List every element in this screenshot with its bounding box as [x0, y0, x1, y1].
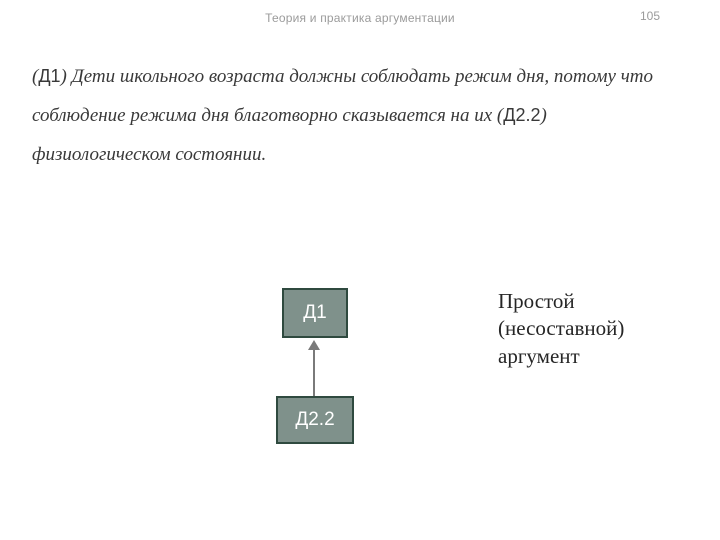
- para-text-1: ) Дети школьного возраста должны соблюда…: [32, 66, 653, 126]
- label-d22-inline: Д2.2: [503, 105, 540, 125]
- page-header: Теория и практика аргументации 105: [0, 0, 720, 28]
- side-label-line: (несоставной): [498, 315, 624, 342]
- arrow-shaft: [313, 350, 315, 396]
- page-number: 105: [640, 9, 660, 23]
- side-label: Простой(несоставной)аргумент: [498, 288, 624, 370]
- arrow-head-icon: [308, 340, 320, 350]
- node-d22: Д2.2: [276, 396, 354, 444]
- side-label-line: Простой: [498, 288, 624, 315]
- node-d1: Д1: [282, 288, 348, 338]
- label-d1-inline: Д1: [38, 66, 60, 86]
- side-label-line: аргумент: [498, 343, 624, 370]
- body-paragraph: (Д1) Дети школьного возраста должны собл…: [0, 28, 720, 175]
- diagram: Д1 Д2.2 Простой(несоставной)аргумент: [0, 270, 720, 530]
- header-title: Теория и практика аргументации: [265, 11, 455, 25]
